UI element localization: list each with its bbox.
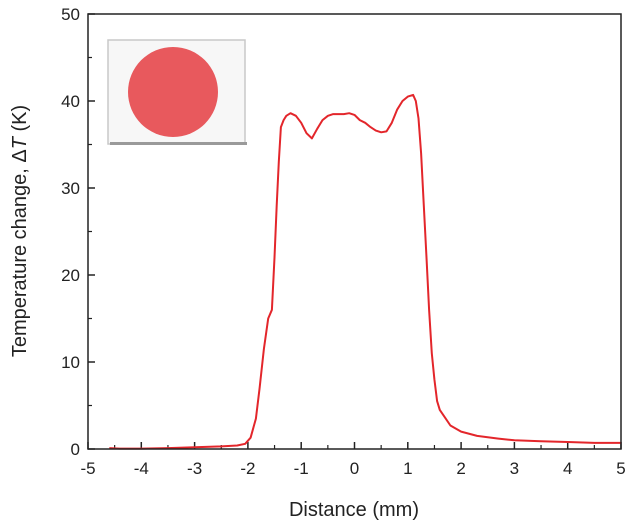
- red-circle-icon: [128, 47, 218, 137]
- inset-shadow: [110, 142, 247, 145]
- x-tick-label: 0: [350, 459, 359, 478]
- x-tick-label: -2: [240, 459, 255, 478]
- y-tick-label: 30: [61, 179, 80, 198]
- x-tick-label: -4: [134, 459, 149, 478]
- y-tick-label: 10: [61, 353, 80, 372]
- x-tick-label: -3: [187, 459, 202, 478]
- y-tick-label: 0: [71, 440, 80, 459]
- x-tick-label: -1: [294, 459, 309, 478]
- x-tick-label: 1: [403, 459, 412, 478]
- x-tick-label: 4: [563, 459, 572, 478]
- y-tick-label: 50: [61, 5, 80, 24]
- x-axis-label: Distance (mm): [289, 499, 419, 521]
- y-tick-label: 20: [61, 266, 80, 285]
- x-tick-label: 3: [510, 459, 519, 478]
- y-tick-label: 40: [61, 92, 80, 111]
- x-tick-label: -5: [80, 459, 95, 478]
- y-axis-label: Temperature change, ΔT (K): [9, 105, 31, 357]
- x-tick-label: 5: [616, 459, 625, 478]
- plot-frame: [87, 13, 622, 450]
- x-tick-label: 2: [456, 459, 465, 478]
- series-line: [109, 93, 621, 450]
- inset-image: [107, 39, 247, 145]
